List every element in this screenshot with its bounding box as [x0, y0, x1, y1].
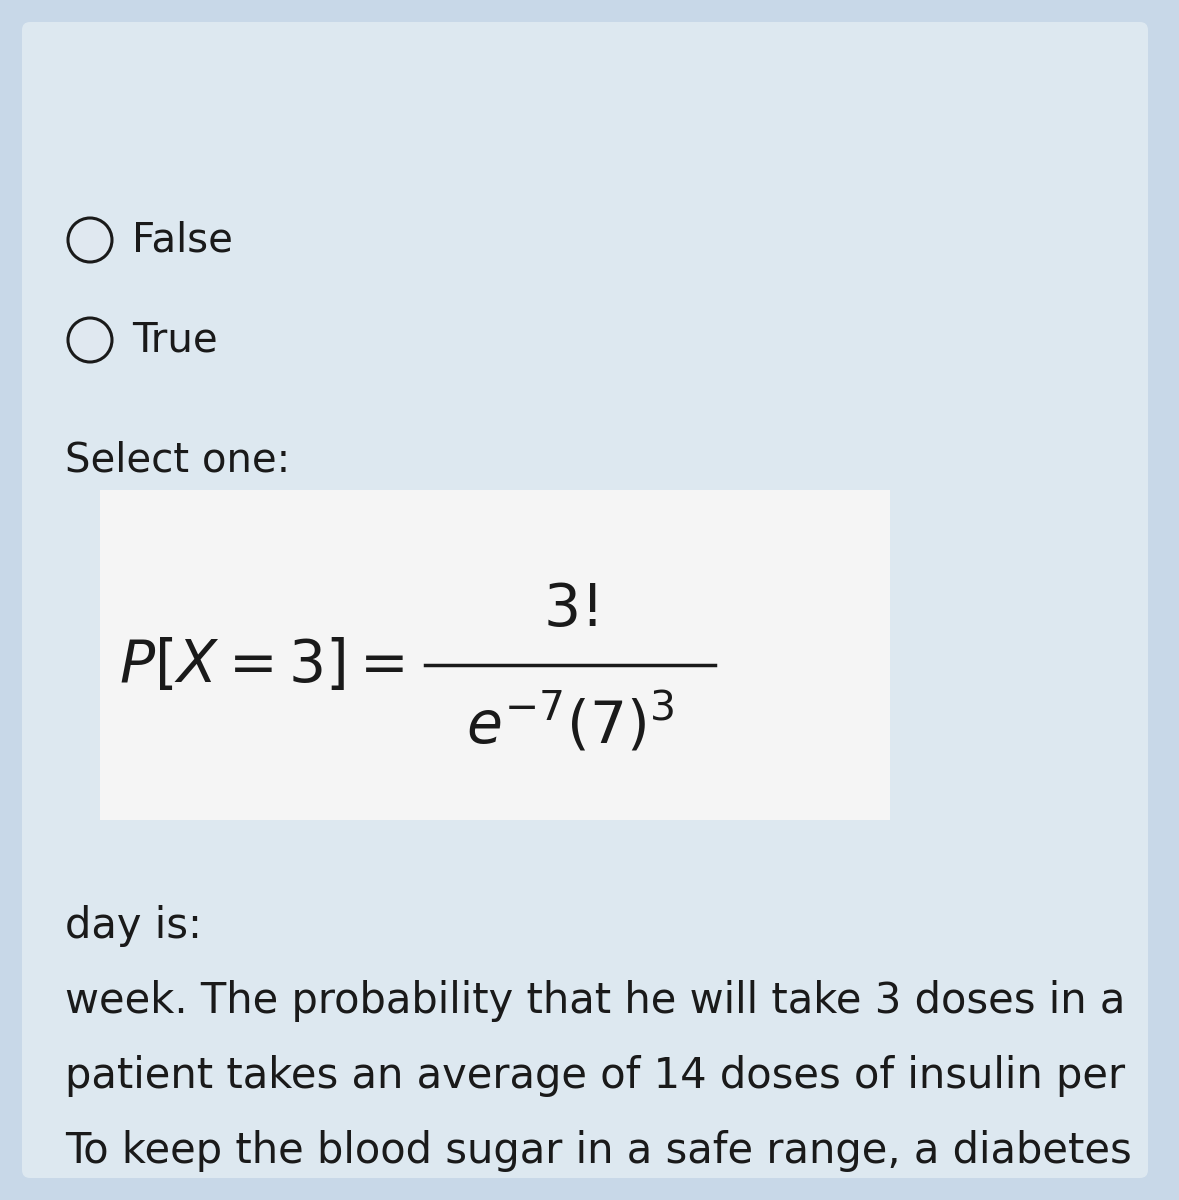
Text: patient takes an average of 14 doses of insulin per: patient takes an average of 14 doses of … [65, 1055, 1125, 1097]
Text: $P[X = 3] = $: $P[X = 3] = $ [119, 636, 406, 694]
Text: False: False [132, 220, 233, 260]
Text: day is:: day is: [65, 905, 202, 947]
Text: True: True [132, 320, 218, 360]
Text: $3!$: $3!$ [544, 582, 597, 638]
Text: week. The probability that he will take 3 doses in a: week. The probability that he will take … [65, 980, 1126, 1022]
Circle shape [68, 318, 112, 362]
FancyBboxPatch shape [22, 22, 1148, 1178]
Text: Select one:: Select one: [65, 440, 290, 480]
Circle shape [68, 218, 112, 262]
Text: $e^{-7}(7)^3$: $e^{-7}(7)^3$ [466, 691, 674, 755]
FancyBboxPatch shape [100, 490, 890, 820]
Text: To keep the blood sugar in a safe range, a diabetes: To keep the blood sugar in a safe range,… [65, 1130, 1132, 1172]
